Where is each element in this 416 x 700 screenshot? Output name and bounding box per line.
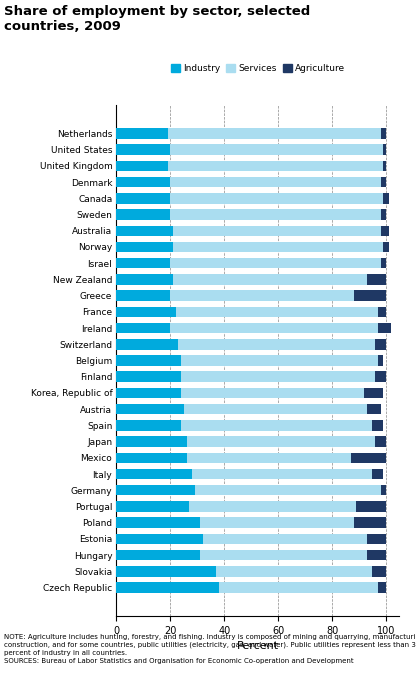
Bar (116, 533, 203, 544)
Bar (173, 241, 383, 252)
Bar (367, 533, 386, 544)
Bar (378, 355, 383, 366)
Bar (378, 323, 391, 333)
Bar (171, 144, 383, 155)
Bar (372, 420, 383, 430)
Bar (364, 388, 383, 398)
Bar (200, 517, 354, 528)
Bar (181, 420, 372, 430)
Bar (171, 290, 354, 301)
Bar (372, 566, 386, 577)
Bar (381, 485, 386, 496)
Bar (383, 144, 386, 155)
Bar (116, 372, 181, 382)
Bar (116, 355, 181, 366)
Bar (116, 193, 171, 204)
Bar (356, 501, 386, 512)
Bar (173, 225, 381, 236)
Bar (381, 225, 389, 236)
Bar (171, 177, 381, 188)
Bar (116, 566, 216, 577)
Bar (116, 517, 200, 528)
Bar (381, 209, 386, 220)
Bar (116, 161, 168, 172)
Text: NOTE: Agriculture includes hunting, forestry, and fishing. Industry is composed : NOTE: Agriculture includes hunting, fore… (4, 634, 416, 664)
Bar (381, 258, 386, 269)
Bar (372, 469, 383, 480)
Bar (186, 436, 375, 447)
Bar (378, 307, 386, 317)
Bar (171, 209, 381, 220)
Bar (116, 258, 171, 269)
Bar (171, 193, 383, 204)
Bar (116, 241, 173, 252)
Bar (367, 404, 381, 414)
Bar (219, 582, 378, 593)
Bar (171, 258, 381, 269)
Bar (116, 582, 219, 593)
Text: Share of employment by sector, selected
countries, 2009: Share of employment by sector, selected … (4, 5, 310, 33)
Bar (375, 436, 386, 447)
Bar (195, 485, 381, 496)
Bar (354, 517, 386, 528)
Bar (116, 469, 192, 480)
Bar (116, 501, 189, 512)
Bar (116, 307, 176, 317)
Bar (351, 452, 386, 463)
Bar (192, 469, 372, 480)
Bar (203, 533, 367, 544)
Bar (375, 372, 386, 382)
Bar (168, 161, 383, 172)
Bar (116, 290, 171, 301)
Bar (354, 290, 386, 301)
Bar (186, 452, 351, 463)
Bar (189, 501, 356, 512)
Bar (173, 274, 367, 285)
Bar (116, 339, 178, 349)
Bar (116, 420, 181, 430)
Bar (383, 193, 389, 204)
Bar (181, 372, 375, 382)
Bar (383, 241, 389, 252)
Bar (116, 323, 171, 333)
Bar (168, 128, 381, 139)
Bar (184, 404, 367, 414)
Bar (116, 452, 186, 463)
Bar (367, 550, 386, 560)
Bar (116, 225, 173, 236)
Bar (116, 404, 184, 414)
Bar (375, 339, 386, 349)
Bar (381, 128, 386, 139)
Bar (116, 209, 171, 220)
Bar (216, 566, 372, 577)
Bar (171, 323, 378, 333)
Bar (116, 144, 171, 155)
Bar (383, 161, 386, 172)
Bar (176, 307, 378, 317)
Bar (378, 582, 386, 593)
Bar (200, 550, 367, 560)
Legend: Industry, Services, Agriculture: Industry, Services, Agriculture (171, 64, 345, 73)
Bar (116, 128, 168, 139)
Bar (116, 485, 195, 496)
Bar (381, 177, 386, 188)
Bar (116, 274, 173, 285)
Bar (178, 339, 375, 349)
Bar (181, 388, 364, 398)
Bar (367, 274, 386, 285)
Bar (116, 550, 200, 560)
Bar (116, 436, 186, 447)
Bar (181, 355, 378, 366)
Bar (116, 388, 181, 398)
X-axis label: Percent: Percent (237, 641, 279, 651)
Bar (116, 177, 171, 188)
